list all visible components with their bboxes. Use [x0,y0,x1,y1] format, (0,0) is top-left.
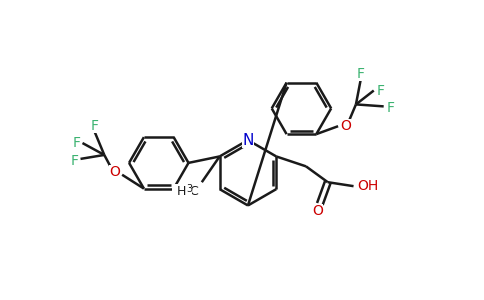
Text: 3: 3 [186,184,192,194]
Text: F: F [357,67,365,81]
Text: F: F [91,119,98,133]
Text: O: O [313,204,323,218]
Text: F: F [387,101,394,116]
Text: H: H [177,184,186,198]
Text: O: O [109,165,120,179]
Text: F: F [73,136,80,150]
Text: H₃C: H₃C [172,184,196,196]
Text: F: F [71,154,78,168]
Text: C: C [190,184,198,198]
Text: O: O [341,119,351,133]
Text: F: F [377,83,385,98]
Text: OH: OH [357,179,378,193]
Text: N: N [242,133,254,148]
